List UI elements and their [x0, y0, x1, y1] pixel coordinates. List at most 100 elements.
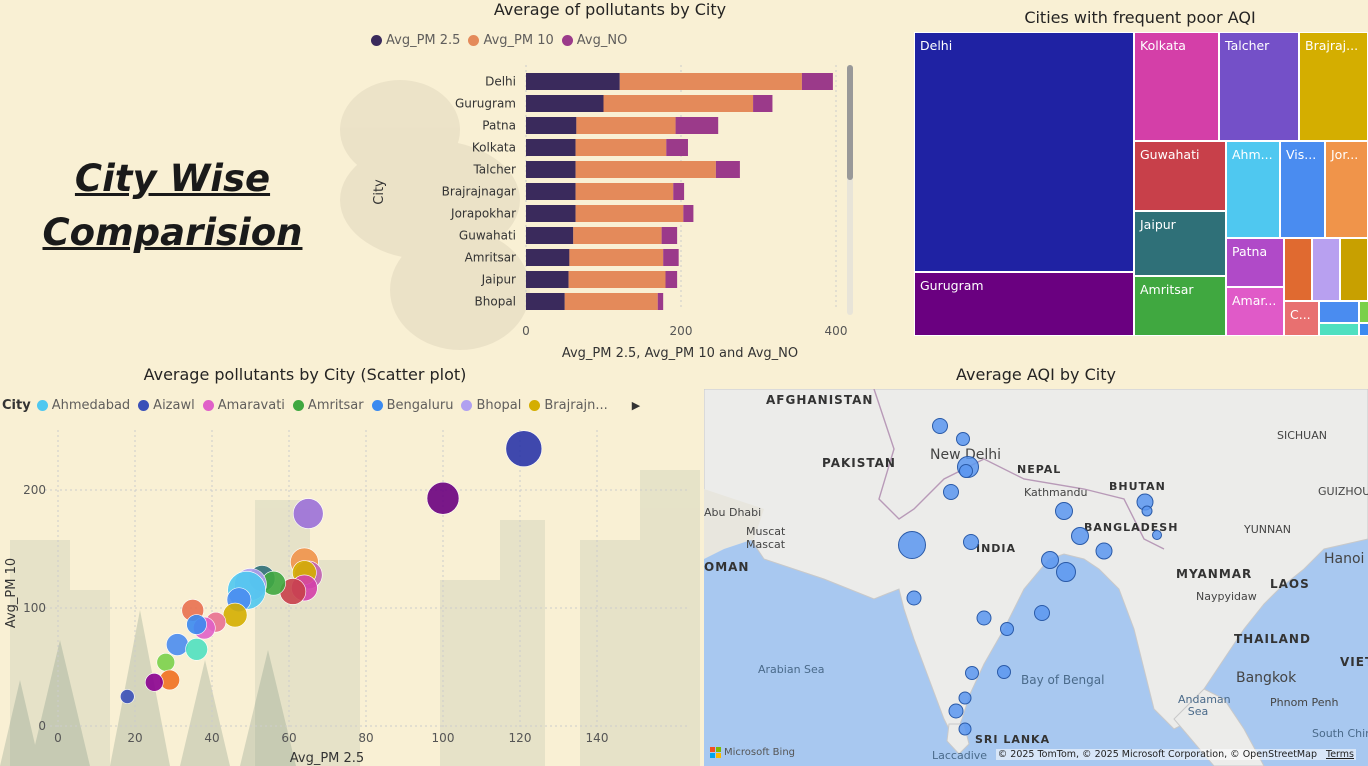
treemap-cell[interactable]: Amritsar [1134, 276, 1226, 336]
bar-segment[interactable] [673, 183, 685, 200]
bar-segment[interactable] [575, 183, 674, 200]
legend-item-pm10[interactable]: Avg_PM 10 [468, 33, 554, 48]
bar-segment[interactable] [665, 271, 678, 288]
scatter-point[interactable] [166, 633, 189, 656]
treemap-cell[interactable]: Amar... [1226, 287, 1284, 336]
legend-item-pm25[interactable]: Avg_PM 2.5 [371, 33, 460, 48]
bar-segment[interactable] [526, 271, 569, 288]
map-bubble[interactable] [1056, 562, 1076, 582]
map-bubble[interactable] [906, 590, 922, 606]
treemap-cell[interactable]: Jor... [1325, 141, 1368, 238]
map-bubble[interactable] [956, 432, 970, 446]
map-bubble[interactable] [1071, 527, 1089, 545]
legend-item[interactable]: Amaravati [202, 398, 285, 413]
legend-next-icon[interactable]: ▶ [631, 399, 641, 412]
scatter-chart[interactable]: 0 20 40 60 80 100 120 140 0 100 200 Avg_PM 10 Avg_PM… [0, 415, 700, 766]
bar-segment[interactable] [526, 205, 576, 222]
bar-segment[interactable] [526, 249, 570, 266]
bar-segment[interactable] [564, 293, 658, 310]
map[interactable]: AFGHANISTAN PAKISTAN NEPAL BHUTAN BANGLA… [704, 389, 1368, 766]
legend-item[interactable]: Ahmedabad [36, 398, 130, 413]
bar-segment[interactable] [569, 249, 664, 266]
map-bubble[interactable] [965, 666, 979, 680]
bar-segment[interactable] [619, 73, 802, 90]
map-bubble[interactable] [1034, 605, 1050, 621]
map-bubble[interactable] [963, 534, 979, 550]
map-bubble[interactable] [943, 484, 959, 500]
legend-item[interactable]: Bengaluru [371, 398, 453, 413]
scatter-point[interactable] [185, 638, 208, 661]
map-bubble[interactable] [932, 418, 948, 434]
scatter-point[interactable] [505, 430, 543, 468]
treemap-cell[interactable] [1319, 323, 1359, 336]
legend-item[interactable]: Aizawl [138, 398, 195, 413]
treemap-cell[interactable]: Guwahati [1134, 141, 1226, 211]
bar-segment[interactable] [526, 95, 604, 112]
bar-segment[interactable] [663, 249, 679, 266]
bar-segment[interactable] [526, 117, 577, 134]
map-bubble[interactable] [1041, 551, 1059, 569]
bar-segment[interactable] [526, 183, 576, 200]
bar-segment[interactable] [715, 161, 740, 178]
treemap-cell[interactable]: Talcher [1219, 32, 1299, 141]
bar-segment[interactable] [575, 161, 716, 178]
scatter-point[interactable] [120, 689, 135, 704]
map-bubble[interactable] [898, 531, 926, 559]
bar-segment[interactable] [575, 205, 684, 222]
treemap-cell[interactable]: Kolkata [1134, 32, 1219, 141]
bar-segment[interactable] [675, 117, 719, 134]
bar-segment[interactable] [575, 139, 667, 156]
legend-item[interactable]: Bhopal [461, 398, 521, 413]
map-bubble[interactable] [997, 665, 1011, 679]
map-bubble[interactable] [1095, 542, 1113, 560]
map-bubble[interactable] [1152, 530, 1162, 540]
scrollbar-thumb[interactable] [847, 65, 853, 180]
treemap-cell[interactable] [1359, 301, 1368, 323]
legend-item[interactable]: Brajrajn... [529, 398, 608, 413]
bar-segment[interactable] [683, 205, 694, 222]
treemap-cell[interactable] [1319, 301, 1359, 323]
bar-segment[interactable] [666, 139, 688, 156]
map-bubble[interactable] [1055, 502, 1073, 520]
treemap-cell[interactable]: Gurugram [914, 272, 1134, 336]
map-bubble[interactable] [1000, 622, 1014, 636]
treemap-cell[interactable] [1340, 238, 1368, 301]
scatter-point[interactable] [156, 652, 176, 672]
map-bubble[interactable] [958, 691, 972, 705]
bar-segment[interactable] [526, 161, 576, 178]
bar-segment[interactable] [661, 227, 678, 244]
bar-segment[interactable] [526, 139, 576, 156]
map-bubble[interactable] [958, 722, 972, 736]
bar-segment[interactable] [573, 227, 662, 244]
bar-segment[interactable] [753, 95, 773, 112]
scatter-point[interactable] [222, 602, 248, 628]
scatter-point[interactable] [292, 498, 324, 529]
bar-segment[interactable] [657, 293, 664, 310]
bar-segment[interactable] [568, 271, 666, 288]
map-bubble[interactable] [1141, 505, 1153, 517]
treemap-cell[interactable]: Jaipur [1134, 211, 1226, 276]
bar-segment[interactable] [576, 117, 676, 134]
map-bubble[interactable] [976, 610, 992, 626]
scatter-point[interactable] [426, 481, 460, 515]
scatter-point[interactable] [144, 673, 164, 692]
treemap-cell[interactable]: Ahm... [1226, 141, 1280, 238]
bar-chart[interactable]: 0 200 400 Delhi Gurugram Patna Kolkata Talcher B… [355, 55, 865, 365]
treemap-cell[interactable]: Delhi [914, 32, 1134, 272]
scatter-point[interactable] [186, 614, 207, 635]
bar-segment[interactable] [526, 73, 620, 90]
terms-link[interactable]: Terms [1326, 749, 1354, 760]
bar-segment[interactable] [801, 73, 833, 90]
map-bubble[interactable] [959, 464, 973, 478]
bar-segment[interactable] [603, 95, 754, 112]
legend-item-no[interactable]: Avg_NO [561, 33, 627, 48]
legend-item[interactable]: Amritsar [292, 398, 364, 413]
bar-segment[interactable] [526, 293, 565, 310]
treemap-cell[interactable]: Brajraj... [1299, 32, 1368, 141]
map-bubble[interactable] [948, 703, 964, 719]
bar-segment[interactable] [526, 227, 574, 244]
treemap-cell[interactable] [1312, 238, 1340, 301]
treemap-cell[interactable] [1359, 323, 1368, 336]
treemap-cell[interactable] [1284, 238, 1312, 301]
treemap-cell[interactable]: Patna [1226, 238, 1284, 287]
